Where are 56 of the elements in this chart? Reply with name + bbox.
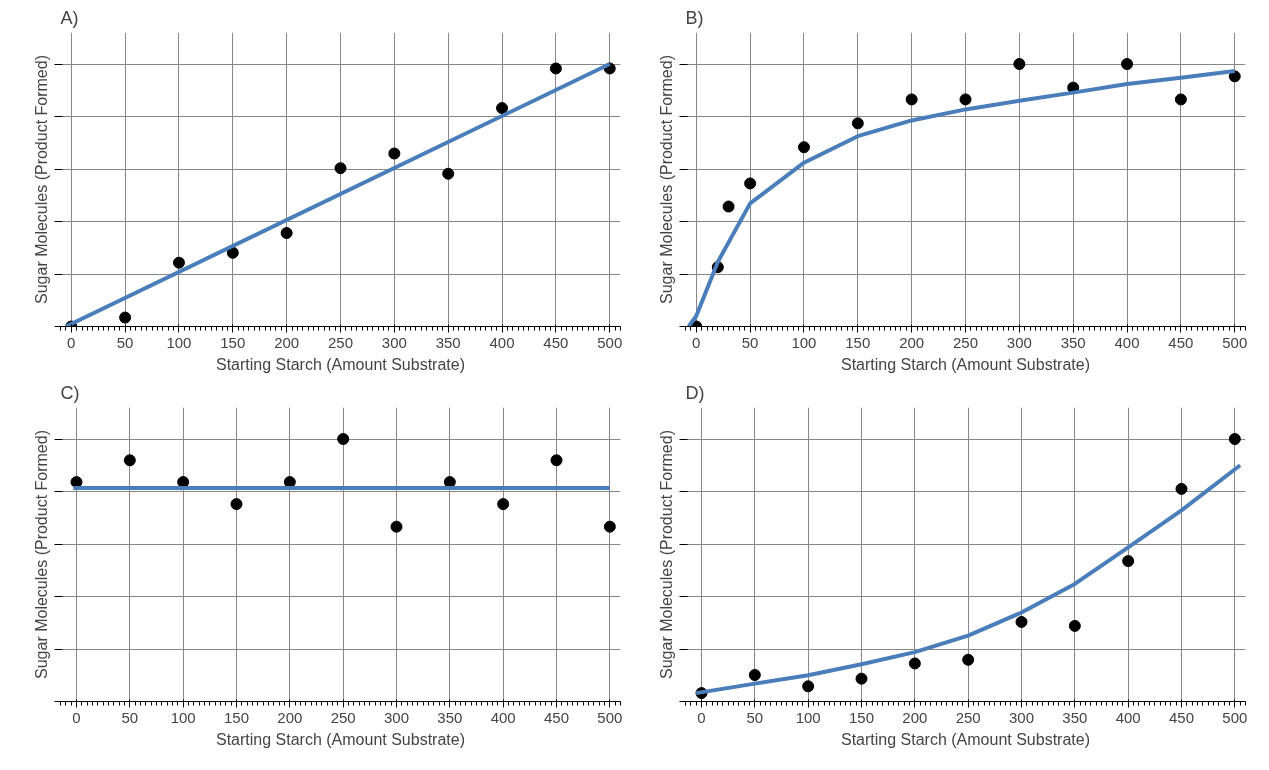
x-tick-label: 100	[170, 708, 196, 726]
x-tick-label: 200	[899, 333, 925, 351]
x-tick-label: 450	[1168, 708, 1195, 726]
x-tick-label: 0	[692, 333, 701, 351]
x-tick-label: 0	[67, 333, 76, 351]
x-tick-label: 350	[1062, 708, 1088, 726]
chart-title: C)	[60, 382, 80, 403]
x-tick-label: 150	[223, 708, 250, 726]
x-tick-label: 100	[795, 708, 821, 726]
x-tick-label: 50	[746, 708, 764, 726]
x-tick-label: 250	[327, 333, 354, 351]
y-axis-title: Sugar Molecules (Product Formed)	[657, 55, 675, 304]
x-tick-label: 100	[166, 333, 192, 351]
x-tick-label: 50	[116, 333, 134, 351]
x-tick-label: 300	[381, 333, 407, 351]
chart-title: D)	[685, 382, 705, 403]
x-axis-title: Starting Starch (Amount Substrate)	[216, 730, 465, 748]
x-tick-label: 50	[741, 333, 759, 351]
x-tick-label: 50	[121, 708, 139, 726]
y-axis-title: Sugar Molecules (Product Formed)	[32, 55, 50, 304]
x-tick-label: 200	[902, 708, 928, 726]
x-tick-label: 500	[597, 333, 623, 351]
chart-title: B)	[685, 7, 704, 28]
chart-title: A)	[60, 7, 79, 28]
x-tick-label: 150	[220, 333, 246, 351]
x-tick-label: 300	[1006, 333, 1032, 351]
x-tick-label: 500	[597, 708, 623, 726]
y-axis-title: Sugar Molecules (Product Formed)	[32, 430, 50, 679]
x-tick-label: 450	[1168, 333, 1194, 351]
x-tick-label: 150	[845, 333, 871, 351]
x-tick-label: 200	[274, 333, 300, 351]
x-tick-label: 500	[1222, 333, 1248, 351]
x-axis-title: Starting Starch (Amount Substrate)	[841, 730, 1090, 748]
x-tick-label: 500	[1222, 708, 1248, 726]
x-tick-label: 350	[437, 708, 463, 726]
x-tick-label: 250	[952, 333, 979, 351]
x-tick-label: 350	[1060, 333, 1086, 351]
x-tick-label: 400	[1114, 333, 1140, 351]
x-tick-label: 200	[277, 708, 303, 726]
x-tick-label: 0	[697, 708, 706, 726]
x-tick-label: 350	[435, 333, 461, 351]
x-tick-label: 150	[848, 708, 875, 726]
x-tick-label: 450	[543, 708, 570, 726]
x-tick-label: 250	[955, 708, 981, 726]
x-axis-title: Starting Starch (Amount Substrate)	[841, 355, 1090, 373]
x-tick-label: 300	[1008, 708, 1035, 726]
y-axis-title: Sugar Molecules (Product Formed)	[657, 430, 675, 679]
x-tick-label: 100	[791, 333, 817, 351]
x-tick-label: 0	[72, 708, 81, 726]
x-tick-label: 450	[543, 333, 569, 351]
x-tick-label: 400	[490, 708, 516, 726]
x-tick-label: 250	[330, 708, 356, 726]
x-axis-title: Starting Starch (Amount Substrate)	[216, 355, 465, 373]
x-tick-label: 300	[383, 708, 410, 726]
x-tick-label: 400	[489, 333, 515, 351]
x-tick-label: 400	[1115, 708, 1141, 726]
